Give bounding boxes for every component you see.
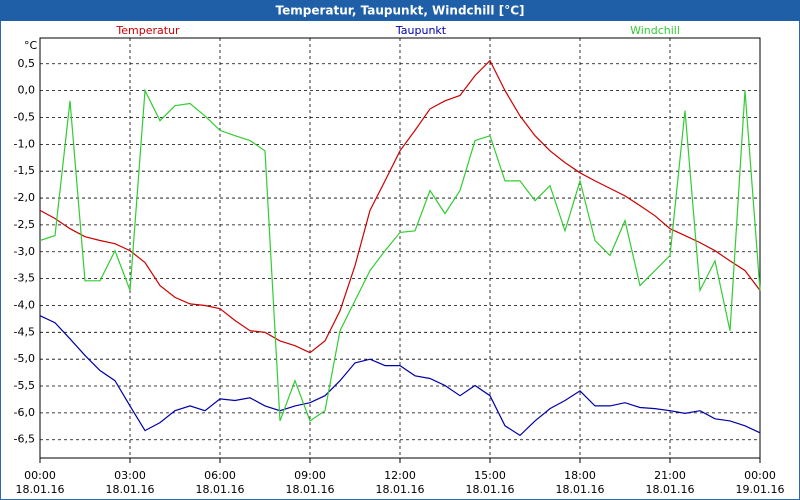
y-tick-label: 0,0 [18,84,36,97]
x-tick-date: 18.01.16 [286,483,335,496]
y-tick-label: -1,5 [14,164,35,177]
y-tick-label: -2,0 [14,191,35,204]
y-axis-unit: °C [24,39,38,52]
x-tick-label: 21:00 [654,469,686,482]
x-tick-label: 06:00 [204,469,236,482]
x-tick-date: 18.01.16 [646,483,695,496]
x-tick-label: 00:00 [24,469,56,482]
chart-title: Temperatur, Taupunkt, Windchill [°C] [276,4,525,18]
series-line [39,315,761,437]
y-tick-label: -4,0 [14,298,35,311]
y-tick-label: -0,5 [14,110,35,123]
y-tick-label: -5,0 [14,352,35,365]
x-tick-date: 19.01.16 [736,483,785,496]
legend-label: Windchill [630,24,680,37]
x-tick-date: 18.01.16 [556,483,605,496]
x-tick-date: 18.01.16 [376,483,425,496]
y-tick-label: -3,0 [14,245,35,258]
legend-label: Taupunkt [395,24,447,37]
y-tick-label: -6,0 [14,406,35,419]
series-line [39,59,761,354]
x-tick-date: 18.01.16 [466,483,515,496]
x-tick-label: 00:00 [744,469,776,482]
x-tick-label: 09:00 [294,469,326,482]
x-tick-label: 03:00 [114,469,146,482]
x-tick-date: 18.01.16 [196,483,245,496]
x-tick-label: 18:00 [564,469,596,482]
series-line [39,88,761,422]
x-tick-label: 12:00 [384,469,416,482]
x-tick-date: 18.01.16 [106,483,155,496]
x-tick-date: 18.01.16 [16,483,65,496]
y-tick-label: -1,0 [14,137,35,150]
y-tick-label: 0,5 [18,57,36,70]
title-bar [0,0,800,21]
legend-label: Temperatur [115,24,180,37]
y-tick-label: -5,5 [14,379,35,392]
y-tick-label: -6,5 [14,433,35,446]
x-tick-label: 15:00 [474,469,506,482]
y-tick-label: -3,5 [14,272,35,285]
y-tick-label: -2,5 [14,218,35,231]
y-tick-label: -4,5 [14,325,35,338]
